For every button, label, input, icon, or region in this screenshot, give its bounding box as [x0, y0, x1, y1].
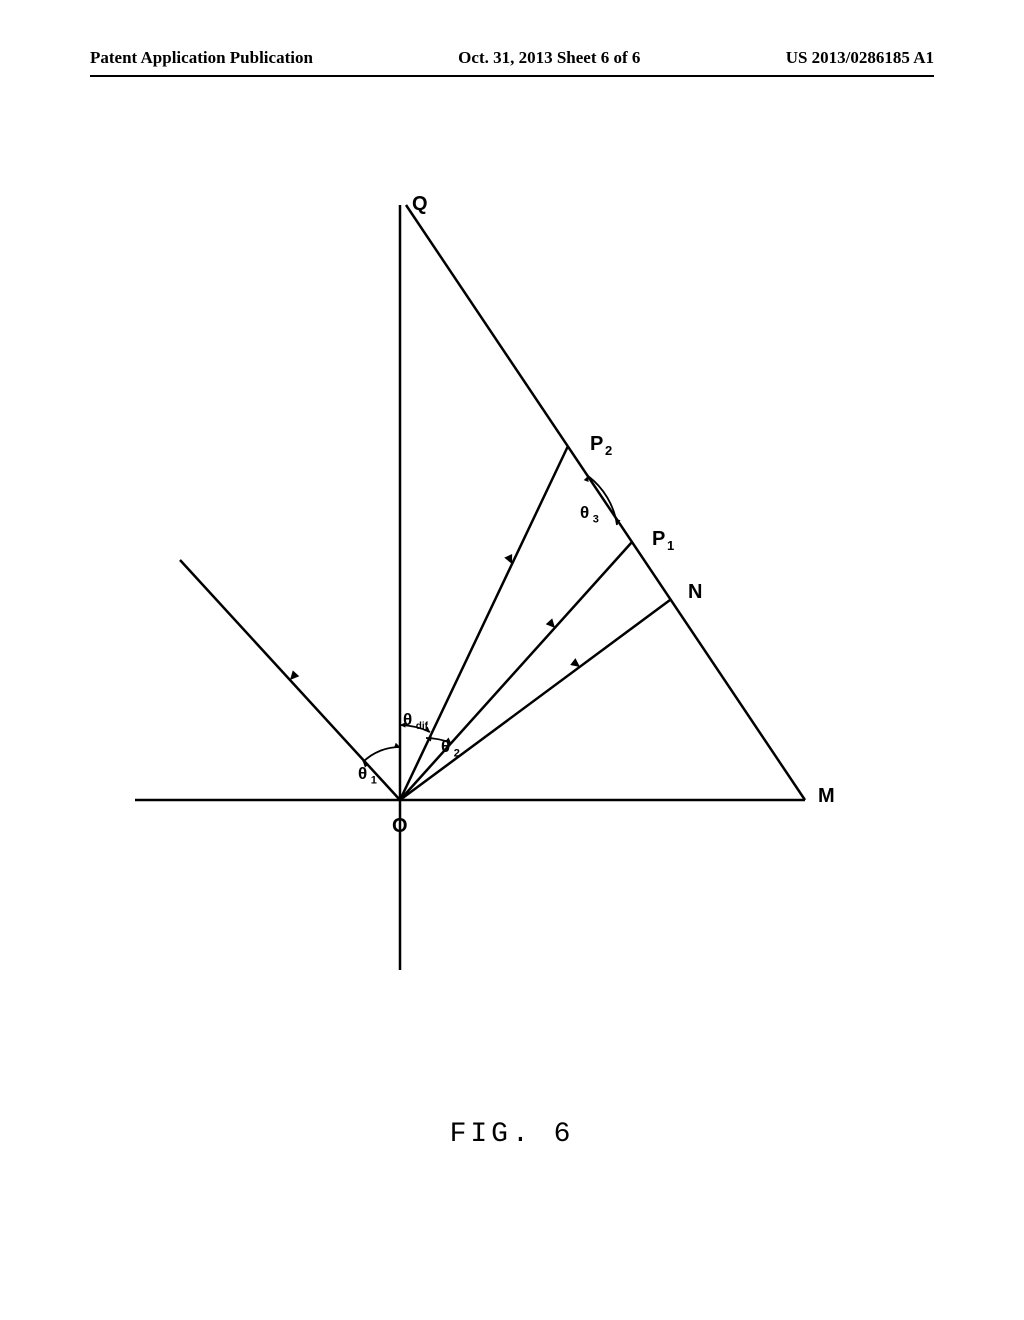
svg-text:θ: θ — [580, 503, 589, 522]
diagram-svg: QP2P1NMOθ1θ2θdifθ3 — [0, 180, 1024, 1080]
svg-text:θ: θ — [358, 764, 367, 783]
svg-text:Q: Q — [412, 193, 428, 215]
figure-caption: FIG. 6 — [0, 1119, 1024, 1150]
svg-text:M: M — [818, 785, 835, 807]
svg-text:3: 3 — [593, 513, 599, 525]
svg-text:P: P — [590, 433, 603, 455]
svg-text:dif: dif — [416, 721, 429, 732]
svg-text:P: P — [652, 528, 665, 550]
diagram: QP2P1NMOθ1θ2θdifθ3 — [0, 180, 1024, 1080]
header-divider — [90, 75, 934, 77]
svg-text:θ: θ — [403, 710, 412, 729]
header-center: Oct. 31, 2013 Sheet 6 of 6 — [458, 48, 640, 68]
svg-text:2: 2 — [454, 747, 460, 759]
svg-text:2: 2 — [605, 443, 612, 458]
page-header: Patent Application Publication Oct. 31, … — [0, 48, 1024, 68]
header-left: Patent Application Publication — [90, 48, 313, 68]
svg-text:1: 1 — [667, 538, 674, 553]
header-right: US 2013/0286185 A1 — [786, 48, 934, 68]
svg-text:1: 1 — [371, 774, 377, 786]
svg-text:θ: θ — [441, 737, 450, 756]
svg-text:O: O — [392, 815, 408, 837]
svg-text:N: N — [688, 581, 702, 603]
